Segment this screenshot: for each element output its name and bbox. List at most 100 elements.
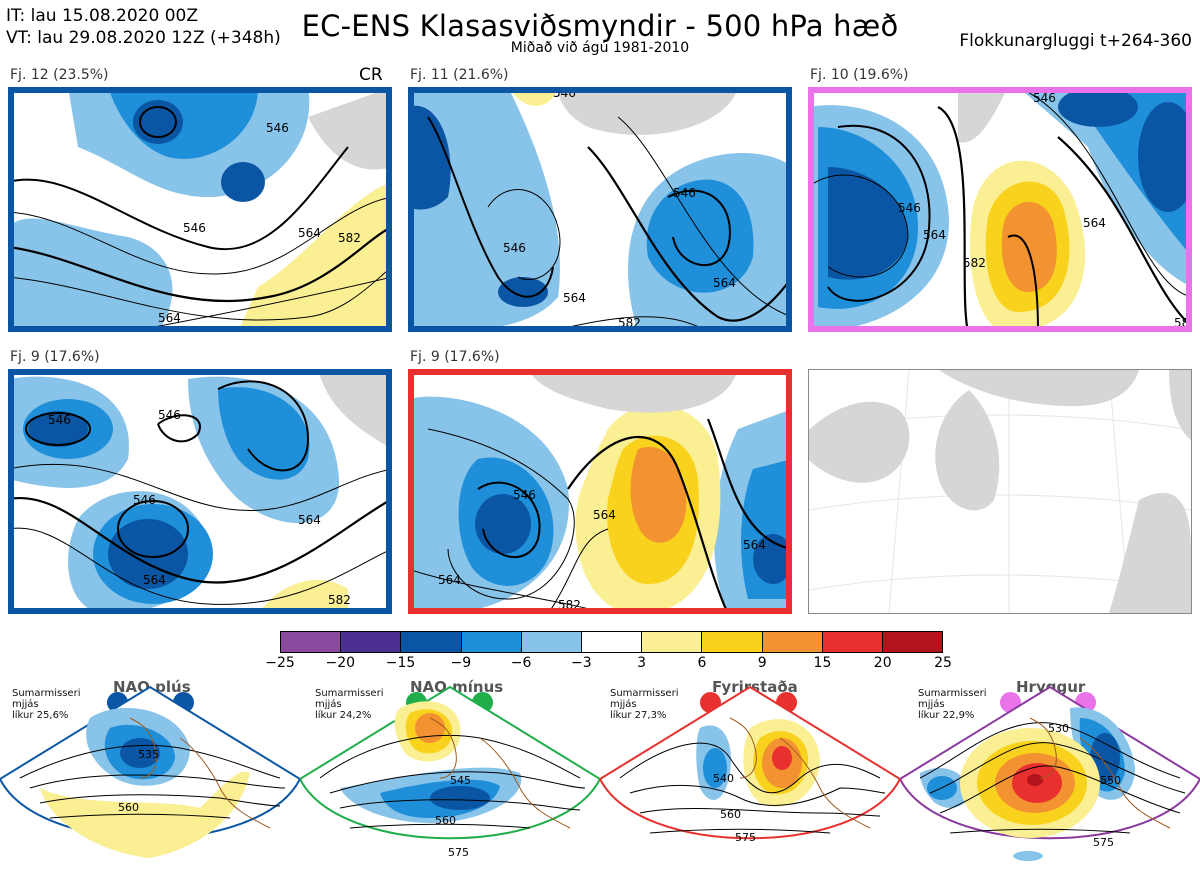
- panel-3-contour-label: 582: [1174, 316, 1192, 330]
- map-panel-cluster-10: 546 546 564 564 582 582: [808, 87, 1192, 332]
- regime-2-probability: líkur 24,2%: [315, 710, 372, 721]
- regime-3-name: Fyrirstaða: [712, 678, 798, 696]
- panel-3-contour-label: 564: [1083, 216, 1106, 230]
- regime-4-months: mjjás: [918, 699, 945, 710]
- panel-1-cr-marker: CR: [359, 65, 383, 85]
- panel-4-label: Fj. 9 (17.6%): [10, 349, 100, 365]
- page-title: EC-ENS Klasasviðsmyndir - 500 hPa hæð: [301, 9, 899, 43]
- regime-4-contour-label: 550: [1100, 774, 1121, 787]
- panel-4-contour-label: 546: [48, 413, 71, 427]
- regime-blocking: Fyrirstaða Sumarmisseri mjjás líkur 27,3…: [600, 678, 900, 871]
- colorbar-segment: [521, 632, 582, 652]
- colorbar-segment: [762, 632, 823, 652]
- panel-5-contour-label: 546: [513, 488, 536, 502]
- colorbar-segment: [702, 632, 763, 652]
- colorbar-segment: [642, 632, 703, 652]
- panel-2-contour-label: 582: [618, 316, 641, 330]
- page-subtitle: Miðað við ágú 1981-2010: [510, 40, 690, 56]
- panel-4-contour-label: 564: [143, 573, 166, 587]
- classification-window: Flokkunargluggi t+264-360: [959, 31, 1192, 51]
- regime-1-contour-label: 560: [118, 801, 139, 814]
- panel-1-label: Fj. 12 (23.5%): [10, 67, 109, 83]
- panel-3-contour-label: 564: [923, 228, 946, 242]
- colorbar-tick-label: −15: [385, 655, 416, 671]
- regime-1-contour-label: 535: [138, 748, 159, 761]
- panel-1-contour-label: 546: [183, 221, 206, 235]
- regime-3-season: Sumarmisseri: [610, 688, 679, 699]
- colorbar-segment: [581, 632, 643, 652]
- regime-4-probability: líkur 22,9%: [918, 710, 975, 721]
- colorbar-tick-label: −3: [571, 655, 592, 671]
- panel-3-contour-label: 546: [1033, 91, 1056, 105]
- regime-4-contour-label: 575: [1093, 836, 1114, 849]
- colorbar-tick-label: −6: [510, 655, 532, 671]
- regime-1-info: Sumarmisseri mjjás líkur 25,6%: [12, 688, 80, 721]
- regime-2-contour-label: 575: [448, 846, 469, 859]
- colorbar-segment: [461, 632, 522, 652]
- panel-3-contour-label: 546: [898, 201, 921, 215]
- panel-4-contour-label: 564: [298, 513, 321, 527]
- regime-3-months: mjjás: [610, 699, 637, 710]
- colorbar-tick-label: 15: [813, 655, 832, 671]
- panel-4-contour-label: 582: [328, 593, 351, 607]
- regime-2-months: mjjás: [315, 699, 342, 710]
- colorbar-tick-label: −20: [325, 655, 356, 671]
- panel-4-contour-label: 546: [133, 493, 156, 507]
- panel-2-label: Fj. 11 (21.6%): [410, 67, 509, 83]
- colorbar-tick-label: 6: [697, 655, 707, 671]
- panel-3-label: Fj. 10 (19.6%): [810, 67, 909, 83]
- colorbar-tick-label: −25: [265, 655, 295, 671]
- regime-2-season: Sumarmisseri: [315, 688, 384, 699]
- regime-3-contour-label: 560: [720, 808, 741, 821]
- colorbar-tick-label: 20: [873, 655, 892, 671]
- colorbar-tick-label: 9: [757, 655, 767, 671]
- colorbar-tick-label: 25: [934, 655, 952, 671]
- header-dates: IT: lau 15.08.2020 00Z VT: lau 29.08.202…: [6, 5, 281, 49]
- panel-5-label: Fj. 9 (17.6%): [410, 349, 500, 365]
- regime-4-info: Sumarmisseri mjjás líkur 22,9%: [918, 688, 986, 721]
- panel-1-contour-label: 564: [298, 226, 321, 240]
- regime-nao-plus: NAO plús Sumarmisseri mjjás líkur 25,6% …: [0, 678, 300, 871]
- panel-2-contour-label: 546: [673, 186, 696, 200]
- colorbar-tick-label: 3: [637, 655, 647, 671]
- panel-5-contour-label: 564: [593, 508, 616, 522]
- regime-3-contour-label: 575: [735, 831, 756, 844]
- panel-1-contour-label: 546: [266, 121, 289, 135]
- valid-time: VT: lau 29.08.2020 12Z (+348h): [6, 28, 281, 48]
- colorbar-segment: [822, 632, 883, 652]
- colorbar-segment: [281, 632, 342, 652]
- colorbar-segment: [341, 632, 402, 652]
- regime-2-name: NAO mínus: [410, 678, 504, 696]
- regime-1-probability: líkur 25,6%: [12, 710, 69, 721]
- panel-2-contour-label: 564: [713, 276, 736, 290]
- panel-1-contour-label: 564: [158, 311, 181, 325]
- panel-5-contour-label: 582: [558, 598, 581, 612]
- regime-2-contour-label: 545: [450, 774, 471, 787]
- regime-1-months: mjjás: [12, 699, 39, 710]
- regime-3-probability: líkur 27,3%: [610, 710, 667, 721]
- colorbar-tick-label: −9: [450, 655, 472, 671]
- regime-nao-minus: NAO mínus Sumarmisseri mjjás líkur 24,2%…: [300, 678, 600, 871]
- regime-1-season: Sumarmisseri: [12, 688, 81, 699]
- map-panel-cluster-9b: 546 564 564 564 582: [408, 369, 792, 614]
- colorbar-segment: [882, 632, 943, 652]
- regime-4-season: Sumarmisseri: [918, 688, 987, 699]
- map-panel-empty: [808, 369, 1192, 614]
- colorbar-segment: [401, 632, 462, 652]
- map-panel-cluster-11: 546 546 546 564 564 582: [408, 87, 792, 332]
- regime-2-info: Sumarmisseri mjjás líkur 24,2%: [315, 688, 383, 721]
- panel-2-contour-label: 546: [503, 241, 526, 255]
- panel-4-contour-label: 546: [158, 408, 181, 422]
- regime-2-contour-label: 560: [435, 814, 456, 827]
- regime-3-info: Sumarmisseri mjjás líkur 27,3%: [610, 688, 678, 721]
- map-panel-cluster-12: 546 546 564 564 582: [8, 87, 392, 332]
- panel-2-contour-label: 564: [563, 291, 586, 305]
- colorbar: [280, 631, 943, 653]
- panel-2-contour-label: 546: [553, 87, 576, 100]
- regime-4-contour-label: 530: [1048, 722, 1069, 735]
- regime-3-contour-label: 540: [713, 772, 734, 785]
- map-panel-cluster-9: 546 546 546 564 564 582: [8, 369, 392, 614]
- panel-5-contour-label: 564: [743, 538, 766, 552]
- panel-5-contour-label: 564: [438, 573, 461, 587]
- initial-time: IT: lau 15.08.2020 00Z: [6, 6, 198, 26]
